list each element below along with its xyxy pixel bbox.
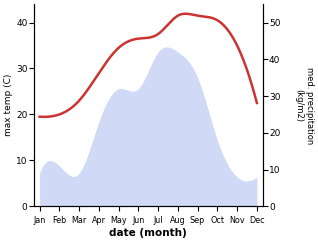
Y-axis label: max temp (C): max temp (C) — [4, 74, 13, 136]
X-axis label: date (month): date (month) — [109, 228, 187, 238]
Y-axis label: med. precipitation
(kg/m2): med. precipitation (kg/m2) — [294, 67, 314, 144]
